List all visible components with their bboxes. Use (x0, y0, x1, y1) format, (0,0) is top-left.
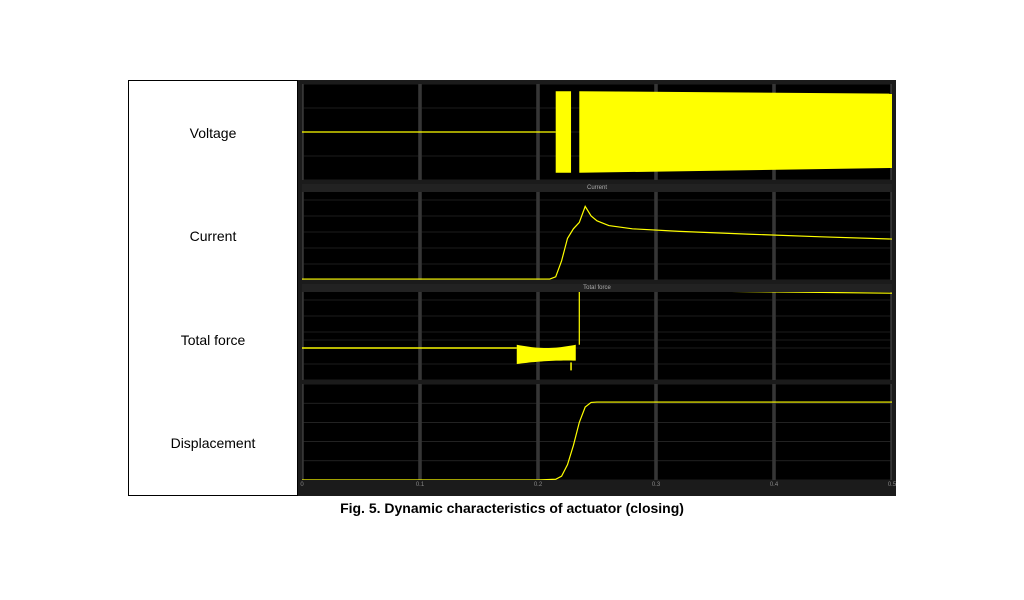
x-tick-label: 0.5 (888, 482, 896, 488)
panel-current: Current (302, 184, 892, 280)
panel-total_force: Total force (302, 284, 892, 380)
x-tick-label: 0.2 (534, 482, 542, 488)
row-label-displacement: Displacement (129, 392, 297, 496)
panel-title-current: Current (302, 184, 892, 192)
x-tick-label: 0.4 (770, 482, 778, 488)
x-axis: 00.10.20.30.40.5 (302, 482, 892, 494)
row-label-current: Current (129, 185, 297, 289)
x-tick-label: 0.1 (416, 482, 424, 488)
x-tick-label: 0 (300, 482, 303, 488)
figure-caption: Fig. 5. Dynamic characteristics of actua… (128, 500, 896, 516)
labels-column: VoltageCurrentTotal forceDisplacement (128, 80, 298, 496)
panel-title-total_force: Total force (302, 284, 892, 292)
scope-area: Current Total force 0 0.1 0.2 0.3 0.4 0.5 (298, 80, 896, 496)
panel-displacement (302, 384, 892, 480)
x-tick-label: 0.3 (652, 482, 660, 488)
row-label-total_force: Total force (129, 288, 297, 392)
figure-wrap: VoltageCurrentTotal forceDisplacement Cu… (128, 80, 896, 496)
panel-voltage (302, 84, 892, 180)
row-label-voltage: Voltage (129, 81, 297, 185)
